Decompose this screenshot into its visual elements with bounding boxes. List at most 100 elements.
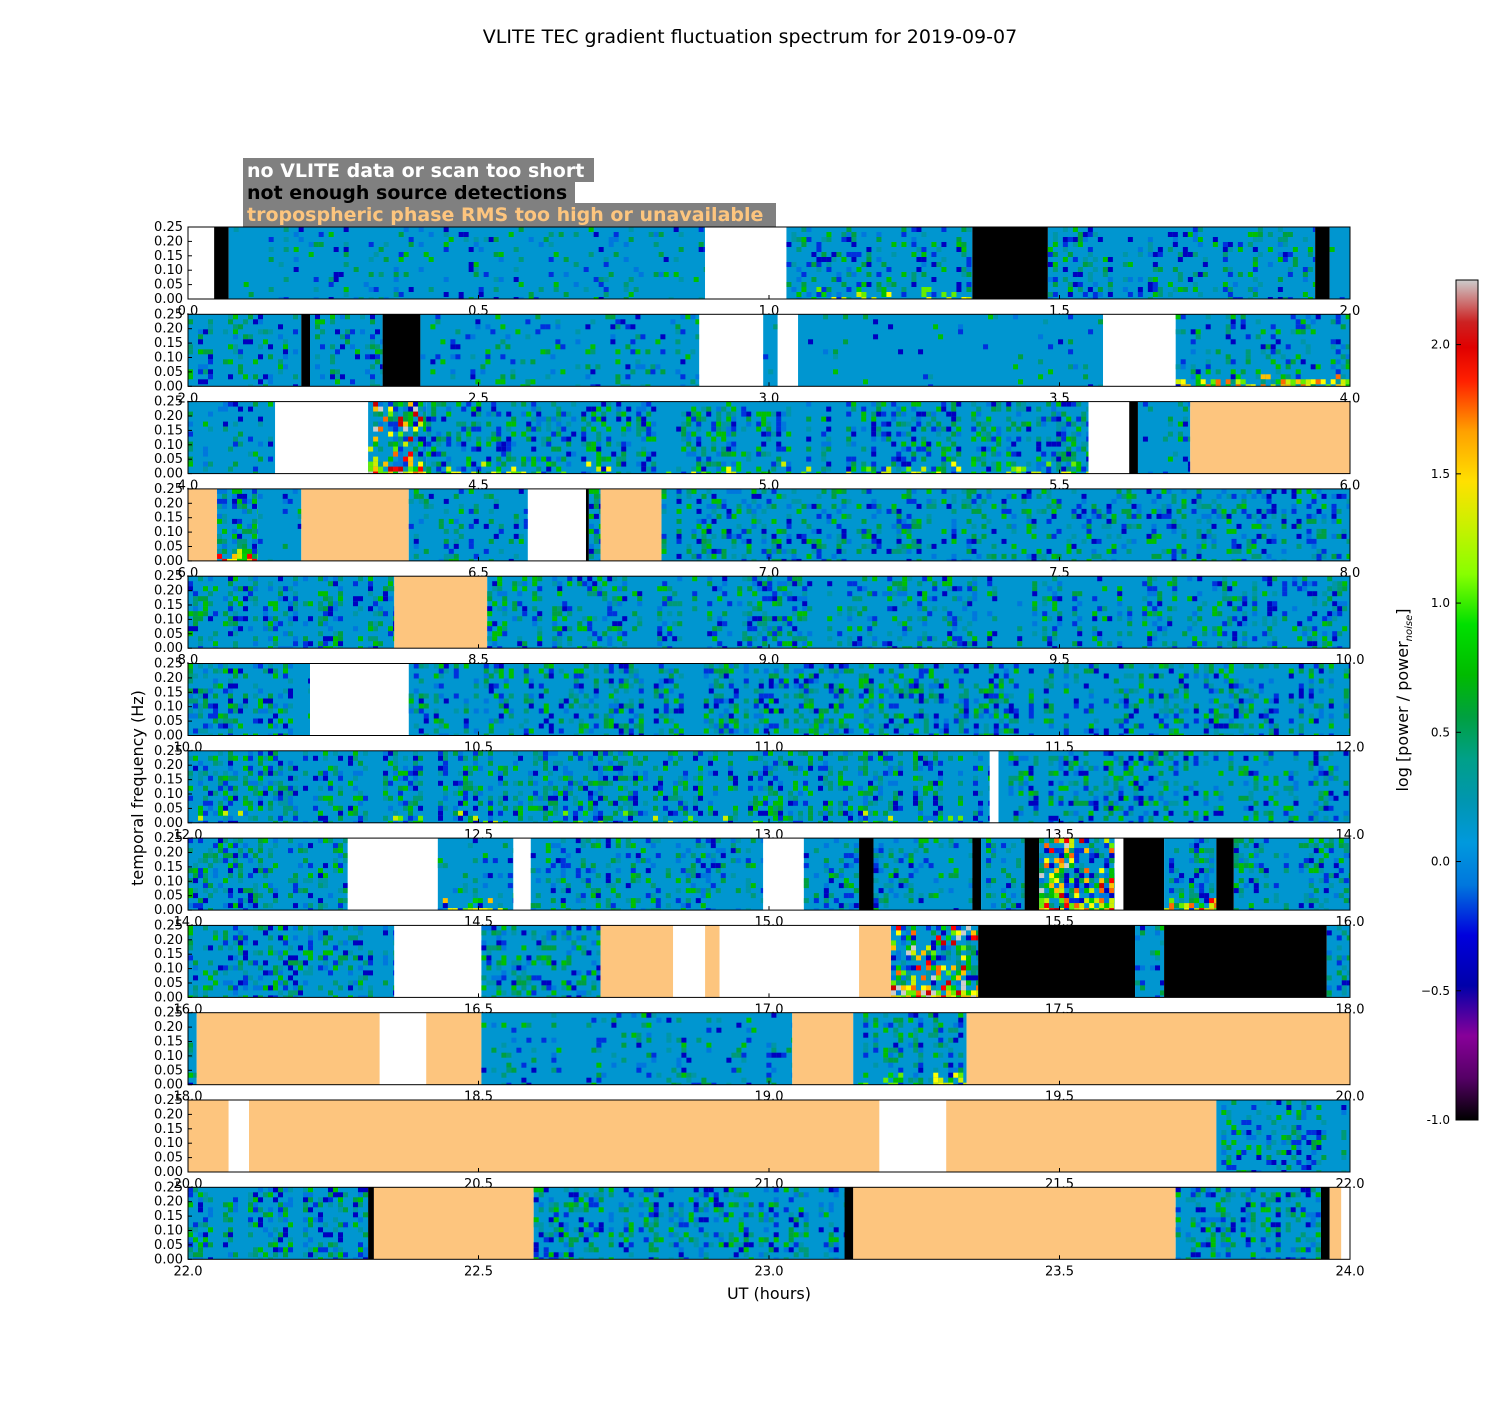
- spectrum-cell: [981, 437, 986, 442]
- spectrum-cell: [303, 576, 308, 581]
- spectrum-cell: [772, 631, 777, 636]
- spectrum-cell: [1086, 432, 1088, 437]
- spectrum-cell: [233, 462, 238, 467]
- spectrum-cell: [464, 724, 469, 729]
- spectrum-cell: [283, 596, 288, 601]
- spectrum-cell: [497, 581, 502, 586]
- spectrum-cell: [680, 359, 685, 364]
- spectrum-cell: [1217, 504, 1222, 509]
- spectrum-cell: [641, 462, 646, 467]
- spectrum-cell: [243, 319, 248, 324]
- spectrum-cell: [862, 519, 867, 524]
- spectrum-cell: [248, 576, 253, 581]
- spectrum-cell: [809, 679, 814, 684]
- spectrum-cell: [521, 412, 526, 417]
- spectrum-cell: [587, 576, 592, 581]
- spectrum-cell: [237, 544, 242, 549]
- spectrum-cell: [769, 674, 774, 679]
- spectrum-cell: [677, 601, 682, 606]
- spectrum-cell: [782, 586, 787, 591]
- spectrum-cell: [198, 641, 203, 646]
- spectrum-cell: [867, 489, 872, 494]
- spectrum-cell: [1053, 242, 1058, 247]
- spectrum-cell: [586, 422, 591, 427]
- spectrum-cell: [759, 714, 764, 719]
- spectrum-cell: [1307, 641, 1312, 646]
- spectrum-cell: [242, 504, 247, 509]
- spectrum-cell: [679, 674, 684, 679]
- spectrum-cell: [961, 267, 966, 272]
- spectrum-cell: [454, 709, 459, 714]
- spectrum-cell: [941, 227, 946, 232]
- spectrum-cell: [278, 719, 283, 724]
- spectrum-cell: [193, 596, 198, 601]
- spectrum-cell: [269, 247, 274, 252]
- spectrum-cell: [826, 287, 831, 292]
- spectrum-cell: [1061, 427, 1066, 432]
- spectrum-cell: [899, 694, 904, 699]
- spectrum-cell: [660, 349, 665, 354]
- spectrum-cell: [941, 407, 946, 412]
- spectrum-cell: [622, 616, 627, 621]
- spectrum-cell: [456, 402, 461, 407]
- spectrum-cell: [497, 586, 502, 591]
- spectrum-cell: [907, 626, 912, 631]
- spectrum-cell: [681, 437, 686, 442]
- spectrum-cell: [273, 714, 278, 719]
- spectrum-cell: [1246, 334, 1251, 339]
- spectrum-cell: [731, 412, 736, 417]
- spectrum-cell: [589, 524, 594, 529]
- spectrum-cell: [714, 729, 719, 734]
- spectrum-cell: [952, 494, 957, 499]
- spectrum-cell: [717, 596, 722, 601]
- spectrum-cell: [519, 534, 524, 539]
- spectrum-cell: [802, 636, 807, 641]
- spectrum-cell: [1036, 467, 1041, 472]
- spectrum-cell: [864, 679, 869, 684]
- spectrum-cell: [712, 549, 717, 554]
- spectrum-cell: [922, 591, 927, 596]
- spectrum-cell: [864, 674, 869, 679]
- spectrum-cell: [991, 402, 996, 407]
- spectrum-cell: [1002, 539, 1007, 544]
- spectrum-cell: [806, 457, 811, 462]
- spectrum-cell: [203, 452, 208, 457]
- spectrum-cell: [625, 374, 630, 379]
- spectrum-cell: [639, 719, 644, 724]
- spectrum-cell: [1078, 237, 1083, 242]
- spectrum-cell: [217, 489, 222, 494]
- spectrum-cell: [466, 437, 471, 442]
- spectrum-cell: [680, 329, 685, 334]
- spectrum-cell: [742, 576, 747, 581]
- legend-no-data-label: no VLITE data or scan too short: [247, 160, 584, 182]
- spectrum-cell: [624, 684, 629, 689]
- spectrum-cell: [1332, 606, 1337, 611]
- spectrum-cell: [636, 427, 641, 432]
- spectrum-cell: [232, 549, 237, 554]
- spectrum-cell: [393, 427, 398, 432]
- spectrum-cell: [842, 534, 847, 539]
- spectrum-cell: [511, 467, 516, 472]
- spectrum-cell: [856, 292, 861, 297]
- spectrum-cell: [615, 359, 620, 364]
- spectrum-cell: [636, 452, 641, 457]
- spectrum-cell: [901, 287, 906, 292]
- spectrum-cell: [499, 714, 504, 719]
- spectrum-cell: [734, 704, 739, 709]
- spectrum-cell: [509, 694, 514, 699]
- spectrum-cell: [977, 504, 982, 509]
- spectrum-cell: [579, 724, 584, 729]
- spectrum-cell: [546, 437, 551, 442]
- spectrum-cell: [188, 709, 193, 714]
- spectrum-cell: [323, 641, 328, 646]
- spectrum-cell: [252, 494, 257, 499]
- spectrum-cell: [622, 576, 627, 581]
- spectrum-cell: [232, 519, 237, 524]
- spectrum-cell: [517, 581, 522, 586]
- spectrum-cell: [635, 359, 640, 364]
- spectrum-cell: [278, 576, 283, 581]
- spectrum-cell: [701, 447, 706, 452]
- spectrum-cell: [1092, 549, 1097, 554]
- spectrum-cell: [826, 427, 831, 432]
- y-tick-label: 0.10: [154, 263, 183, 278]
